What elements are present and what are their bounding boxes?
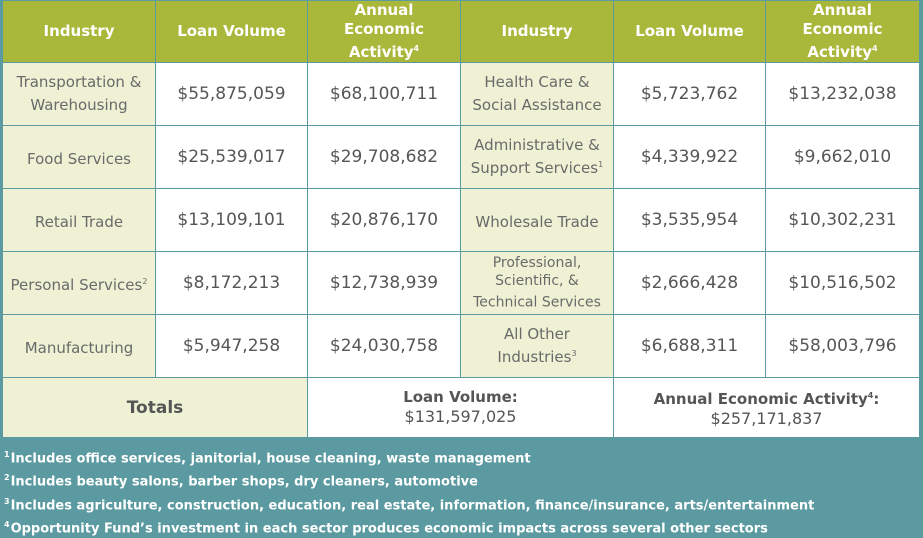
industry-cell: Health Care & Social Assistance [460, 62, 614, 126]
loan-volume-cell: $4,339,922 [613, 125, 766, 189]
table-row: Personal Services2 $8,172,213 $12,738,93… [2, 251, 920, 315]
loan-volume-cell: $3,535,954 [613, 188, 766, 252]
header-row: Industry Loan Volume Annual Economic Acti… [2, 0, 920, 63]
header-loan-volume-right: Loan Volume [613, 0, 766, 63]
header-loan-volume-left: Loan Volume [155, 0, 308, 63]
table-row: Food Services $25,539,017 $29,708,682 Ad… [2, 125, 920, 189]
annual-activity-cell: $24,030,758 [307, 314, 461, 378]
annual-activity-cell: $13,232,038 [765, 62, 920, 126]
header-industry-left: Industry [2, 0, 156, 63]
loan-volume-cell: $5,723,762 [613, 62, 766, 126]
table-row: Transportation & Warehousing $55,875,059… [2, 62, 920, 126]
footnote-4: 4Opportunity Fund’s investment in each s… [4, 519, 768, 537]
annual-activity-cell: $9,662,010 [765, 125, 920, 189]
industry-cell: All Other Industries3 [460, 314, 614, 378]
header-industry-right: Industry [460, 0, 614, 63]
industry-cell: Food Services [2, 125, 156, 189]
annual-activity-cell: $20,876,170 [307, 188, 461, 252]
footnote-3: 3Includes agriculture, construction, edu… [4, 496, 815, 513]
totals-label: Totals [2, 377, 308, 438]
loan-volume-cell: $8,172,213 [155, 251, 308, 315]
totals-row: Totals Loan Volume: $131,597,025 Annual … [2, 377, 920, 438]
totals-loan-volume: Loan Volume: $131,597,025 [307, 377, 614, 438]
totals-annual-value: $257,171,837 [710, 409, 823, 428]
totals-annual-label: Annual Economic Activity4: [653, 390, 880, 408]
loan-volume-cell: $2,666,428 [613, 251, 766, 315]
loan-volume-cell: $25,539,017 [155, 125, 308, 189]
loan-volume-cell: $13,109,101 [155, 188, 308, 252]
annual-activity-cell: $58,003,796 [765, 314, 920, 378]
industry-loan-table: Industry Loan Volume Annual Economic Acti… [2, 0, 920, 438]
annual-activity-cell: $68,100,711 [307, 62, 461, 126]
footnotes: 1Includes office services, janitorial, h… [4, 445, 914, 538]
annual-activity-cell: $10,516,502 [765, 251, 920, 315]
header-annual-left: Annual Economic Activity4 [307, 0, 461, 63]
industry-cell: Wholesale Trade [460, 188, 614, 252]
industry-cell: Professional, Scientific, & Technical Se… [460, 251, 614, 315]
loan-volume-cell: $55,875,059 [155, 62, 308, 126]
table-row: Manufacturing $5,947,258 $24,030,758 All… [2, 314, 920, 378]
totals-loan-value: $131,597,025 [404, 407, 517, 426]
footnote-2: 2Includes beauty salons, barber shops, d… [4, 473, 478, 490]
annual-activity-cell: $12,738,939 [307, 251, 461, 315]
footnote-1: 1Includes office services, janitorial, h… [4, 450, 531, 467]
annual-activity-cell: $10,302,231 [765, 188, 920, 252]
totals-loan-label: Loan Volume: [403, 388, 518, 406]
header-annual-right: Annual Economic Activity4 [765, 0, 920, 63]
industry-cell: Personal Services2 [2, 251, 156, 315]
industry-cell: Administrative & Support Services1 [460, 125, 614, 189]
industry-cell: Retail Trade [2, 188, 156, 252]
loan-volume-cell: $5,947,258 [155, 314, 308, 378]
loan-volume-cell: $6,688,311 [613, 314, 766, 378]
industry-cell: Transportation & Warehousing [2, 62, 156, 126]
table-row: Retail Trade $13,109,101 $20,876,170 Who… [2, 188, 920, 252]
annual-activity-cell: $29,708,682 [307, 125, 461, 189]
totals-annual-activity: Annual Economic Activity4: $257,171,837 [613, 377, 920, 438]
industry-cell: Manufacturing [2, 314, 156, 378]
